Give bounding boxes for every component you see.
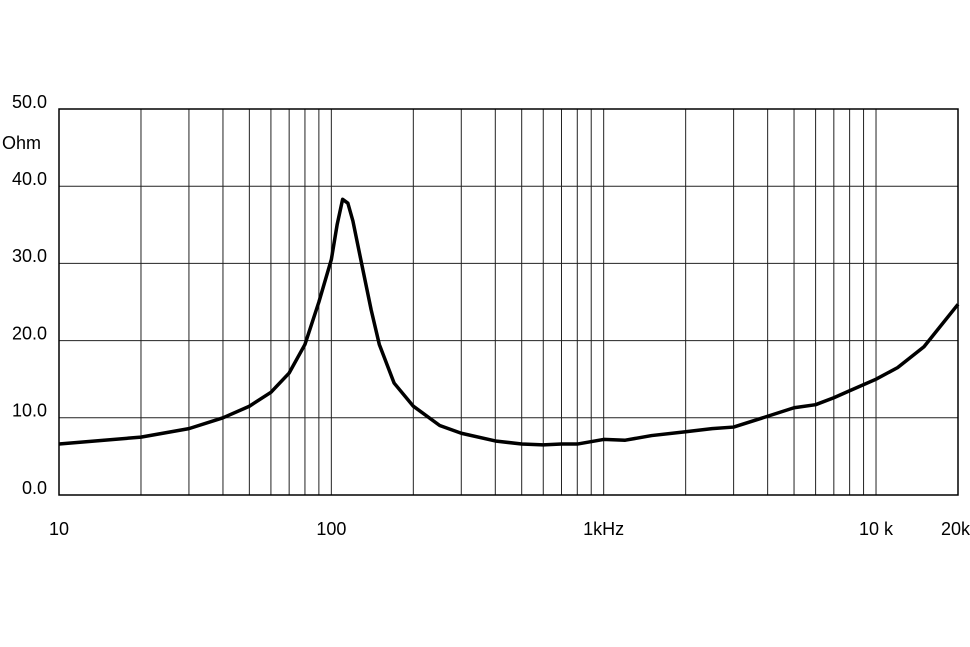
y-tick-label: 30.0 [12, 246, 47, 266]
x-tick-label: 10 [49, 519, 69, 539]
x-tick-label: 10 k [859, 519, 894, 539]
x-tick-label: 20k [941, 519, 970, 539]
impedance-curve [58, 197, 960, 447]
plot-border [58, 108, 959, 496]
y-tick-label: 10.0 [12, 401, 47, 421]
y-tick-label: 40.0 [12, 169, 47, 189]
x-tick-label: 1kHz [583, 519, 624, 539]
y-tick-label: 0.0 [22, 478, 47, 498]
y-tick-label: 20.0 [12, 323, 47, 343]
y-tick-label: 50.0 [12, 92, 47, 112]
x-tick-label: 100 [316, 519, 346, 539]
y-unit-label: Ohm [2, 133, 41, 153]
